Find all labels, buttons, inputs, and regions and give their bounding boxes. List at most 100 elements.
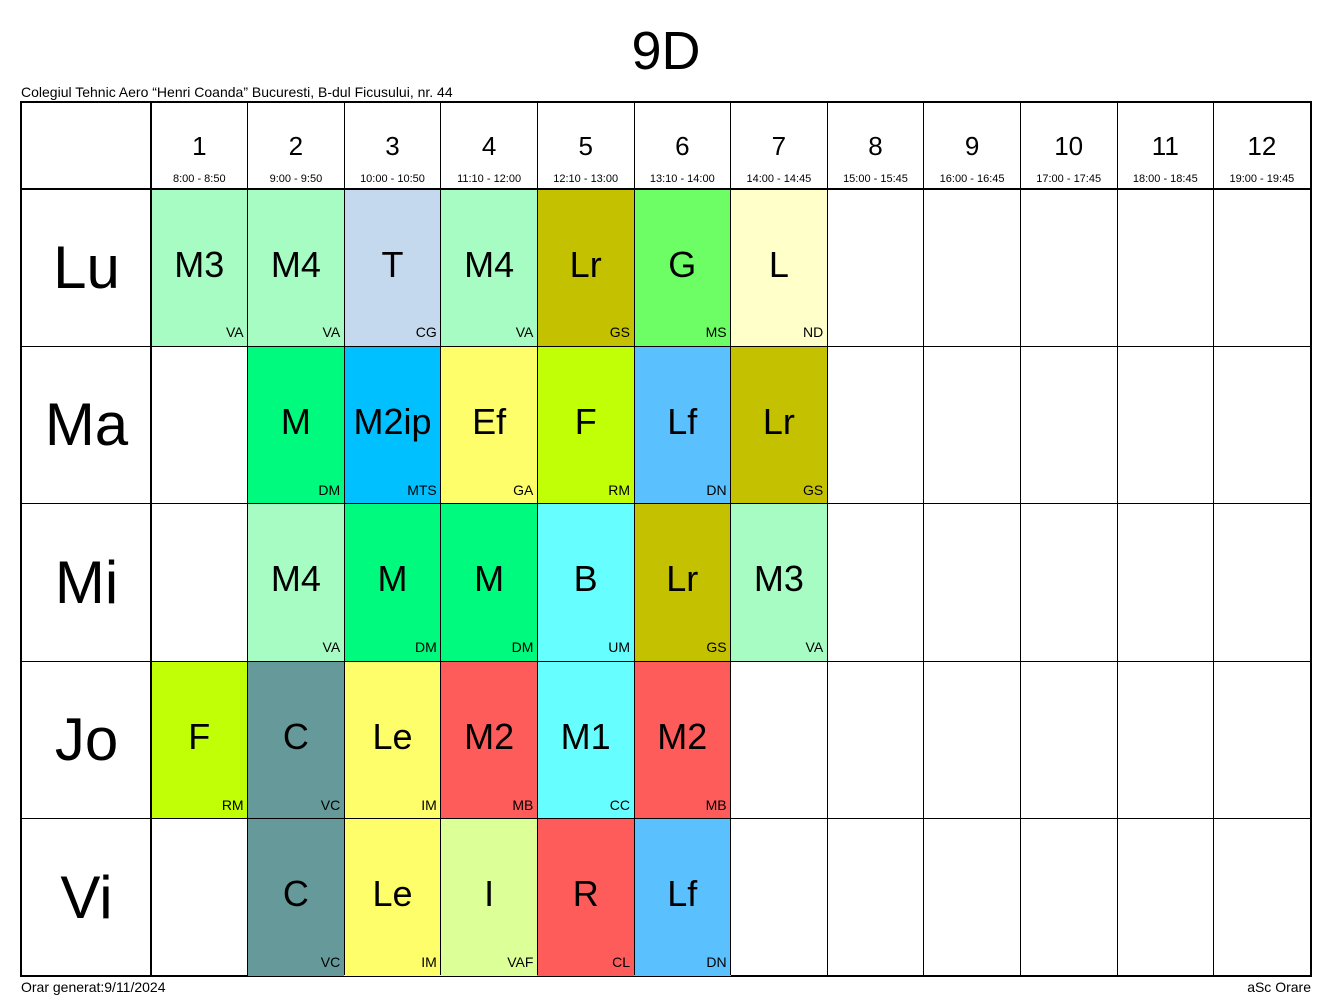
day-label: Mi <box>54 548 119 616</box>
lesson-subject: M2 <box>657 715 708 757</box>
lesson-subject: M2 <box>464 715 515 757</box>
lesson-cell: F RM <box>537 346 634 504</box>
lesson-teacher: CG <box>415 324 437 341</box>
period-time: 9:00 - 9:50 <box>269 173 323 185</box>
grid-line <box>22 818 1310 820</box>
timetable-grid: M3 VA M4 VA T CG M4 VA Lr GS G MS L ND M DM M2ip MTS Ef GA F… <box>20 101 1312 977</box>
lesson-subject: I <box>484 873 495 915</box>
lesson-subject: T <box>381 243 404 285</box>
lesson-subject: Lr <box>666 558 699 600</box>
lesson-teacher: VC <box>320 953 341 970</box>
lesson-teacher: ND <box>802 324 824 341</box>
lesson-subject: M <box>280 400 311 442</box>
lesson-teacher: MB <box>512 796 534 813</box>
period-number: 2 <box>288 131 304 161</box>
period-number: 9 <box>964 131 980 161</box>
period-time: 11:10 - 12:00 <box>457 173 522 185</box>
period-number: 11 <box>1151 131 1179 161</box>
lesson-teacher: VAF <box>507 953 534 970</box>
lesson-cell: M4 VA <box>440 189 538 347</box>
lesson-subject: Lf <box>667 873 698 915</box>
lesson-cell: M DM <box>344 503 441 662</box>
lesson-cell: M2 MB <box>634 661 731 819</box>
grid-line <box>730 103 732 975</box>
lesson-teacher: IM <box>421 796 437 813</box>
lesson-cell: T CG <box>344 189 441 347</box>
period-time: 8:00 - 8:50 <box>173 173 226 185</box>
period-number: 3 <box>385 131 400 161</box>
period-number: 10 <box>1054 131 1084 161</box>
grid-line <box>923 103 925 975</box>
lesson-cell: Lf DN <box>634 346 731 504</box>
period-time: 17:00 - 17:45 <box>1036 173 1102 185</box>
grid-line <box>1213 103 1215 975</box>
lesson-teacher: UM <box>608 639 630 656</box>
day-label: Ma <box>44 391 129 459</box>
period-time: 19:00 - 19:45 <box>1229 173 1295 185</box>
lesson-subject: M1 <box>560 715 611 757</box>
lesson-teacher: VA <box>805 639 824 656</box>
lesson-cell: Le IM <box>344 818 441 976</box>
period-time: 14:00 - 14:45 <box>746 173 812 185</box>
grid-line <box>440 103 442 975</box>
lesson-teacher: MTS <box>407 481 437 498</box>
period-number: 7 <box>771 131 787 161</box>
lesson-teacher: DM <box>415 639 437 656</box>
lesson-cell: R CL <box>537 818 634 976</box>
lesson-cell: Lr GS <box>634 503 731 662</box>
lesson-subject: M4 <box>270 558 321 600</box>
lesson-subject: G <box>668 243 697 285</box>
period-time: 10:00 - 10:50 <box>360 173 425 185</box>
period-number: 8 <box>868 131 883 161</box>
period-number: 12 <box>1247 131 1277 161</box>
period-number: 1 <box>192 131 207 161</box>
period-number: 5 <box>578 131 593 161</box>
lesson-cell: M1 CC <box>537 661 634 819</box>
lesson-cell: M3 VA <box>730 503 828 662</box>
period-time: 18:00 - 18:45 <box>1132 173 1198 185</box>
lesson-teacher: MB <box>705 796 727 813</box>
timetable-title: 9D <box>631 21 701 81</box>
period-time: 15:00 - 15:45 <box>843 173 908 185</box>
lesson-cell: I VAF <box>440 818 538 976</box>
period-time: 12:10 - 13:00 <box>553 173 619 185</box>
grid-line <box>826 103 828 975</box>
day-label: Vi <box>60 863 113 931</box>
lesson-teacher: RM <box>608 481 630 498</box>
lesson-cell: M2ip MTS <box>344 346 441 504</box>
period-number: 6 <box>675 131 690 161</box>
lesson-teacher: CC <box>609 796 630 813</box>
lesson-subject: M4 <box>270 243 321 285</box>
lesson-cell: F RM <box>151 661 248 819</box>
grid-line <box>22 345 1310 347</box>
brand-label: aSc Orare <box>1247 979 1311 995</box>
lesson-cell: M DM <box>440 503 538 662</box>
lesson-subject: M <box>377 558 408 600</box>
lesson-teacher: RM <box>221 796 244 813</box>
lesson-teacher: IM <box>421 953 437 970</box>
day-label: Jo <box>54 706 119 774</box>
lesson-cell: Ef GA <box>440 346 538 504</box>
lesson-teacher: GA <box>513 481 534 498</box>
lesson-subject: M4 <box>464 243 515 285</box>
lesson-subject: C <box>282 873 309 915</box>
lesson-subject: F <box>574 400 597 442</box>
lesson-cell: L ND <box>730 189 828 347</box>
lesson-subject: Lf <box>667 400 698 442</box>
lesson-teacher: GS <box>706 639 727 656</box>
lesson-teacher: VC <box>320 796 341 813</box>
lesson-cell: Lr GS <box>537 189 634 347</box>
lesson-cell: C VC <box>247 661 345 819</box>
lesson-subject: M3 <box>174 243 225 285</box>
lesson-cell: Lr GS <box>730 346 828 504</box>
lesson-cell: M4 VA <box>247 189 345 347</box>
grid-line <box>1019 103 1021 975</box>
day-label: Lu <box>53 234 120 301</box>
lesson-subject: C <box>282 715 309 757</box>
lesson-cell: M DM <box>247 346 345 504</box>
generated-date: Orar generat:9/11/2024 <box>21 979 166 995</box>
lesson-subject: B <box>573 558 598 600</box>
lesson-teacher: DM <box>318 481 341 498</box>
lesson-subject: M2ip <box>353 400 432 442</box>
lesson-teacher: DN <box>706 953 727 970</box>
